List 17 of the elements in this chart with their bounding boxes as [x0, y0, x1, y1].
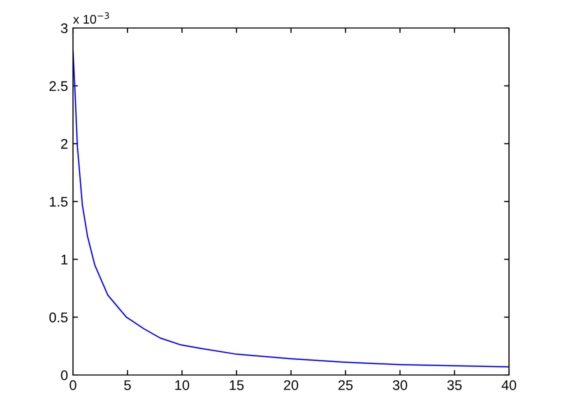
x-tick-label: 15	[230, 380, 244, 390]
y-tick-label: 0.5	[49, 312, 68, 322]
x-tick-label: 35	[447, 380, 462, 390]
y-tick-label: 2	[61, 139, 68, 149]
x-tick-label: 10	[175, 380, 190, 390]
x-tick-label: 5	[124, 380, 131, 390]
x-tick-label: 40	[502, 380, 516, 390]
y-tick-label: 0	[60, 370, 68, 380]
y-tick-label: 2.5	[50, 81, 68, 92]
x-tick-label: 25	[338, 380, 353, 390]
x-tick-label: 0	[70, 380, 76, 390]
x-tick-label: 30	[392, 380, 408, 390]
y-tick-label: 3	[60, 23, 68, 34]
x-tick-label: 20	[284, 380, 298, 390]
text: x 10$^{−3}$	[73, 12, 109, 24]
y-tick-label: 1	[61, 254, 68, 264]
y-tick-label: 1.5	[50, 196, 68, 207]
